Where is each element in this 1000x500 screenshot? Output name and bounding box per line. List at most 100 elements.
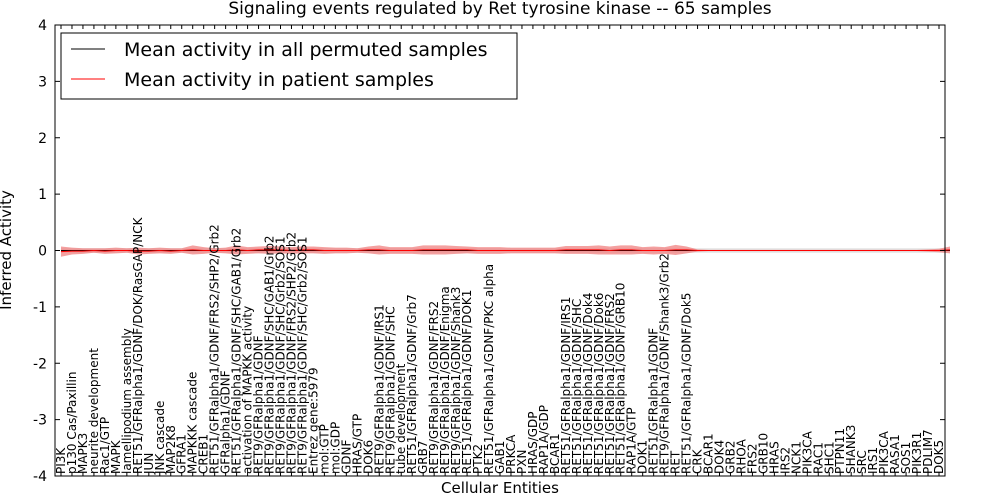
category-label: RHOA	[734, 438, 748, 474]
category-label: RET51/GFRalpha1/GDNF/PKC alpha	[482, 264, 496, 474]
category-label: RET9/GFRalpha1/GDNF/Shank3	[449, 287, 463, 474]
category-label: lamellipodium assembly	[120, 328, 134, 474]
category-label: RET51/GFRalpha1/GDNF/Grb7	[405, 294, 419, 474]
category-label: RET51/GFRalpha1/GDNF/DOK/RasGAP/NCK	[131, 216, 145, 474]
category-label: DOK1	[636, 440, 650, 474]
plot-frame	[54, 24, 946, 477]
category-label: GRB10	[756, 433, 770, 474]
category-label: MAPKKK cascade	[186, 372, 200, 474]
category-label: neurite development	[87, 348, 101, 474]
category-label: GAB1	[493, 441, 507, 474]
x-axis-label: Cellular Entities	[441, 479, 559, 497]
category-label: HRAS/GDP	[526, 411, 540, 474]
y-tick-label: 0	[38, 244, 47, 260]
category-label: SHANK3	[844, 425, 858, 474]
category-label: RET9/GFRalpha1/GDNF/SHC	[383, 306, 397, 474]
category-label: RET51/GFRalpha1/GDNF/Dok4	[581, 293, 595, 474]
category-label: Entrez gene:5979	[306, 367, 320, 474]
category-label: p130 Cas/Paxillin	[65, 372, 79, 474]
category-label: IRS2	[778, 447, 792, 474]
category-label: BCAR1	[548, 433, 562, 474]
category-label: RET51/GFRalpha1/GDNF/DOK1	[460, 290, 474, 474]
y-tick-label: 3	[38, 74, 47, 90]
category-label: PDLIM7	[921, 429, 935, 474]
category-label: RET	[669, 450, 683, 474]
category-label: DOK4	[713, 440, 727, 474]
category-label: RET9/GFRalpha1/GDNF/IRS1	[372, 304, 386, 474]
category-label: PXN	[515, 450, 529, 474]
category-label: PTK2	[471, 444, 485, 474]
category-label: RET51/GFRalpha1/GDNF/Dok6	[592, 293, 606, 474]
category-label: RET9/GFRalpha1/GDNF/SHC/GAB1/Grb2	[263, 235, 277, 474]
category-label: JUN	[142, 453, 156, 475]
category-label: RAC1	[811, 442, 825, 474]
category-label: RET51/GFRalpha1/GDNF/FRS2	[603, 293, 617, 474]
chart-title: Signaling events regulated by Ret tyrosi…	[228, 0, 771, 19]
category-label: RET9/GFRalpha1/GDNF/SHC/Grb2/SOS1	[295, 236, 309, 474]
y-axis-label: Inferred Activity	[0, 190, 15, 310]
category-label: GDNF	[339, 439, 353, 474]
category-label: SOS1	[899, 442, 913, 474]
category-label: mol:GDP	[328, 422, 342, 474]
y-tick-label: 4	[38, 18, 47, 34]
category-label: RET9/GFRalpha1/GDNF/Shank3/Grb2	[658, 253, 672, 474]
category-label: BCAR1	[702, 433, 716, 474]
category-label: PIK3CA	[800, 430, 814, 474]
category-label: MAP2K8	[164, 425, 178, 474]
category-label: RASA1	[888, 434, 902, 474]
series-lines	[60, 249, 951, 253]
category-label: RET51/GFRalpha1/GDNF/FRS2/SHP2/Grb2	[208, 224, 222, 474]
category-label: DOK5	[932, 440, 946, 474]
y-tick-label: -3	[33, 413, 47, 429]
category-label: IRS1	[866, 447, 880, 474]
category-label: RET51/GFRalpha1/GDNF/Dok5	[680, 293, 694, 474]
y-tick-label: -2	[33, 356, 47, 372]
line-patient	[60, 249, 951, 253]
legend-label-patient: Mean activity in patient samples	[124, 69, 434, 91]
category-label: HRAS/GTP	[350, 414, 364, 474]
category-label: RET9/GFRalpha1/GDNF/FRS2/SHP2/Grb2	[284, 232, 298, 474]
legend-box	[60, 32, 518, 100]
category-label: RET51/GFRalpha1/GDNF/SHC	[570, 299, 584, 474]
category-label: HRAS	[767, 441, 781, 474]
category-label: RAP1A/GDP	[537, 405, 551, 474]
category-label: RET9/GFRalpha1/GDNF/SHC/Grb2/SOS1	[274, 236, 288, 474]
category-label: GFRA1	[175, 434, 189, 474]
category-label: CRK	[691, 448, 705, 474]
category-label: GRB7	[416, 440, 430, 474]
category-label: RAP1A/GTP	[625, 407, 639, 474]
category-label: PRKCA	[504, 434, 518, 474]
category-label: tube development	[394, 363, 408, 474]
legend: Mean activity in all permuted samples Me…	[60, 32, 518, 100]
legend-label-permuted: Mean activity in all permuted samples	[124, 39, 487, 61]
category-label: SHC1	[822, 441, 836, 474]
axis-ticks: -4 -3 -2 -1 0 1 2 3 4	[33, 18, 945, 485]
y-tick-label: -4	[33, 469, 47, 485]
category-label: RET9/GFRalpha1/GDNF	[252, 335, 266, 474]
category-label: RET51/GFRalpha1/GDNF/GRB10	[614, 283, 628, 474]
category-label: activation of MAPKK activity	[241, 306, 255, 474]
category-label: PI3K	[54, 447, 68, 474]
category-label: MAPK	[109, 439, 123, 474]
category-label: PTPN11	[833, 428, 847, 474]
category-label: RET51/GFRalpha1/GDNF	[647, 328, 661, 474]
category-label: CREB1	[197, 434, 211, 474]
category-label: GFRalpha1/GDNF	[219, 370, 233, 474]
category-label: RET9/GFRalpha1/GDNF/Enigma	[438, 286, 452, 474]
category-label: JNK cascade	[153, 401, 167, 475]
category-label: mol:GTP	[317, 424, 331, 474]
y-tick-label: 2	[38, 131, 47, 147]
category-label: RET9/GFRalpha1/GDNF/FRS2	[427, 301, 441, 474]
category-label: PIK3R1	[910, 432, 924, 474]
category-label: DOK6	[361, 440, 375, 474]
category-label: PIK3CA	[877, 430, 891, 474]
category-label: Rac1/GTP	[98, 417, 112, 474]
y-tick-label: 1	[38, 187, 47, 203]
category-label: FRS2	[745, 444, 759, 475]
category-label: GRB2	[723, 440, 737, 474]
y-tick-label: -1	[33, 300, 47, 316]
category-label: SRC	[855, 450, 869, 474]
category-label: NCK1	[789, 441, 803, 474]
